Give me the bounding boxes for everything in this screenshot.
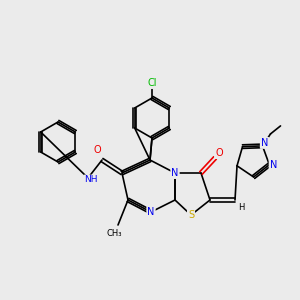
Text: N: N [261,138,268,148]
Text: H: H [238,203,244,212]
Text: O: O [93,145,101,155]
Text: N: N [270,160,277,170]
Text: S: S [188,210,194,220]
Text: CH₃: CH₃ [106,229,122,238]
Text: Cl: Cl [147,78,157,88]
Text: NH: NH [84,176,98,184]
Text: O: O [215,148,223,158]
Text: N: N [147,207,155,217]
Text: N: N [171,168,179,178]
